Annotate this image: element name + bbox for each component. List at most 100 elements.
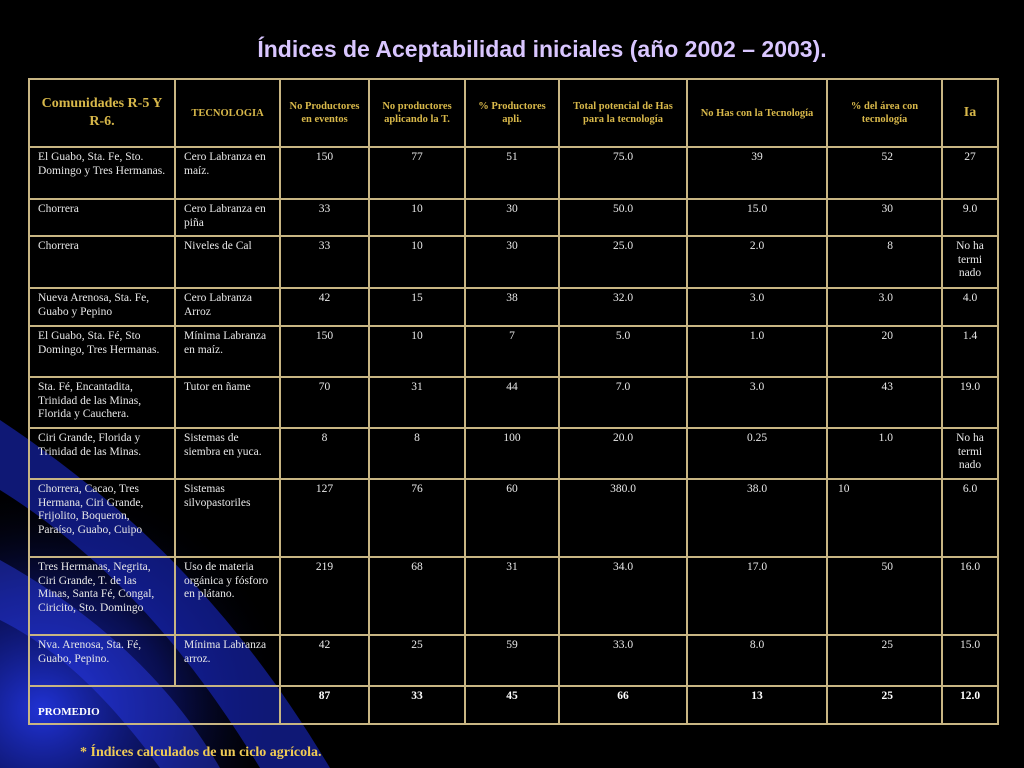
percent-area-cell: 30 [826,198,943,237]
percent-producers-cell: 7 [464,325,560,378]
table-row: Tres Hermanas, Negrita, Ciri Grande, T. … [28,556,999,636]
technology-cell: Mínima Labranza arroz. [174,634,281,687]
total-potential-cell: 50.0 [558,198,688,237]
technology-cell: Niveles de Cal [174,235,281,289]
percent-producers-cell: 59 [464,634,560,687]
has-with-tech-cell: 17.0 [686,556,828,636]
technology-cell: Mínima Labranza en maíz. [174,325,281,378]
total-potential-cell: 5.0 [558,325,688,378]
ia-cell: 9.0 [941,198,999,237]
community-cell: Tres Hermanas, Negrita, Ciri Grande, T. … [28,556,176,636]
total-potential-cell: 380.0 [558,478,688,558]
header-percent-producers: % Productores apli. [464,78,560,148]
table-row: Nva. Arenosa, Sta. Fé, Guabo, Pepino. Mín… [28,634,999,687]
table-row: Chorrera Cero Labranza en piña 33 10 30 50.0 1… [28,198,999,237]
producers-events-cell: 8 [279,427,370,480]
average-row: PROMEDIO 87 33 45 66 13 25 12.0 [28,685,999,725]
producers-applying-cell: 10 [368,235,466,289]
community-cell: Sta. Fé, Encantadita, Trinidad de las Mi… [28,376,176,429]
percent-producers-cell: 44 [464,376,560,429]
has-with-tech-cell: 3.0 [686,376,828,429]
footnote: * Índices calculados de un ciclo agrícol… [80,745,322,760]
community-cell: Nva. Arenosa, Sta. Fé, Guabo, Pepino. [28,634,176,687]
producers-applying-cell: 10 [368,198,466,237]
producers-events-cell: 127 [279,478,370,558]
percent-area-cell: 50 [826,556,943,636]
average-has-cell: 13 [686,685,828,725]
average-area-cell: 25 [826,685,943,725]
acceptability-table: Comunidades R-5 Y R-6. TECNOLOGIA No Pro… [28,78,999,725]
table-row: El Guabo, Sta. Fe, Sto. Domingo y Tres H… [28,146,999,200]
community-cell: Chorrera [28,198,176,237]
table-row: Ciri Grande, Florida y Trinidad de las M… [28,427,999,480]
header-producers-events: No Productores en eventos [279,78,370,148]
has-with-tech-cell: 38.0 [686,478,828,558]
header-has-with-tech: No Has con la Tecnología [686,78,828,148]
technology-cell: Cero Labranza en piña [174,198,281,237]
community-cell: Chorrera [28,235,176,289]
technology-cell: Tutor en ñame [174,376,281,429]
producers-events-cell: 42 [279,634,370,687]
has-with-tech-cell: 15.0 [686,198,828,237]
producers-applying-cell: 15 [368,287,466,327]
average-label: PROMEDIO [28,685,281,725]
community-cell: El Guabo, Sta. Fé, Sto Domingo, Tres Her… [28,325,176,378]
ia-cell: 4.0 [941,287,999,327]
header-technology: TECNOLOGIA [174,78,281,148]
producers-events-cell: 150 [279,146,370,200]
table-row: Nueva Arenosa, Sta. Fe, Guabo y Pepino Ce… [28,287,999,327]
average-apl-cell: 33 [368,685,466,725]
community-cell: Nueva Arenosa, Sta. Fe, Guabo y Pepino [28,287,176,327]
table-row: El Guabo, Sta. Fé, Sto Domingo, Tres Her… [28,325,999,378]
ia-cell: 15.0 [941,634,999,687]
technology-cell: Sistemas silvopastoriles [174,478,281,558]
average-ia-cell: 12.0 [941,685,999,725]
percent-producers-cell: 60 [464,478,560,558]
ia-cell: 27 [941,146,999,200]
percent-area-cell: 52 [826,146,943,200]
percent-producers-cell: 38 [464,287,560,327]
total-potential-cell: 32.0 [558,287,688,327]
technology-cell: Cero Labranza Arroz [174,287,281,327]
producers-applying-cell: 8 [368,427,466,480]
average-prod-cell: 87 [279,685,370,725]
percent-producers-cell: 30 [464,235,560,289]
percent-area-cell: 8 [826,235,943,289]
total-potential-cell: 75.0 [558,146,688,200]
header-producers-applying: No productores aplicando la T. [368,78,466,148]
header-ia: Ia [941,78,999,148]
producers-events-cell: 33 [279,198,370,237]
has-with-tech-cell: 2.0 [686,235,828,289]
percent-area-cell: 25 [826,634,943,687]
ia-cell: No ha termi nado [941,235,999,289]
percent-area-cell: 1.0 [826,427,943,480]
has-with-tech-cell: 3.0 [686,287,828,327]
producers-events-cell: 70 [279,376,370,429]
ia-cell: No ha termi nado [941,427,999,480]
has-with-tech-cell: 0.25 [686,427,828,480]
ia-cell: 6.0 [941,478,999,558]
producers-applying-cell: 76 [368,478,466,558]
total-potential-cell: 33.0 [558,634,688,687]
technology-cell: Uso de materia orgánica y fósforo en plá… [174,556,281,636]
technology-cell: Sistemas de siembra en yuca. [174,427,281,480]
percent-producers-cell: 31 [464,556,560,636]
table-row: Chorrera, Cacao, Tres Hermana, Ciri Gran… [28,478,999,558]
has-with-tech-cell: 39 [686,146,828,200]
total-potential-cell: 34.0 [558,556,688,636]
community-cell: El Guabo, Sta. Fe, Sto. Domingo y Tres H… [28,146,176,200]
percent-producers-cell: 30 [464,198,560,237]
has-with-tech-cell: 1.0 [686,325,828,378]
ia-cell: 19.0 [941,376,999,429]
average-total-cell: 66 [558,685,688,725]
producers-applying-cell: 31 [368,376,466,429]
percent-area-cell: 20 [826,325,943,378]
table-row: Chorrera Niveles de Cal 33 10 30 25.0 2.0 8 No h… [28,235,999,289]
total-potential-cell: 7.0 [558,376,688,429]
community-cell: Chorrera, Cacao, Tres Hermana, Ciri Gran… [28,478,176,558]
header-percent-area: % del área con tecnología [826,78,943,148]
header-row: Comunidades R-5 Y R-6. TECNOLOGIA No Pro… [28,78,999,148]
percent-producers-cell: 51 [464,146,560,200]
producers-applying-cell: 77 [368,146,466,200]
average-pct-cell: 45 [464,685,560,725]
